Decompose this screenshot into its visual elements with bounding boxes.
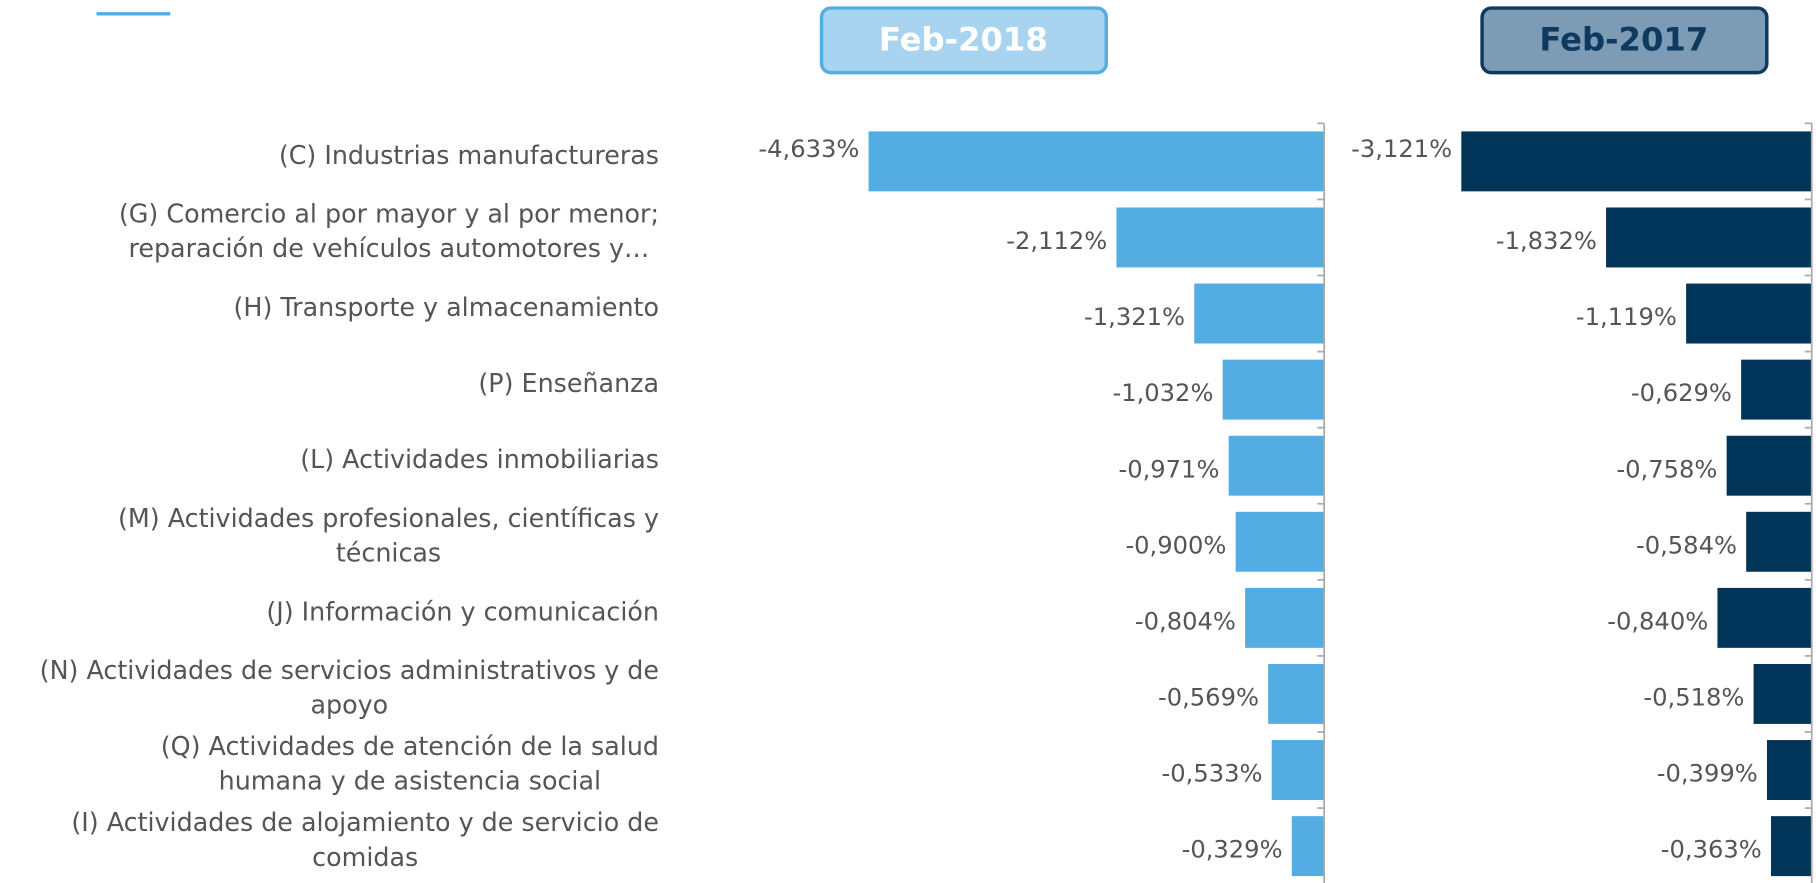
category-label: (M) Actividades profesionales, científic… bbox=[118, 503, 659, 533]
value-label: -0,399% bbox=[1657, 760, 1758, 788]
bar bbox=[1726, 435, 1812, 496]
category-label: (P) Enseñanza bbox=[478, 368, 659, 398]
value-label: -0,518% bbox=[1643, 684, 1744, 712]
value-label: -0,329% bbox=[1182, 836, 1283, 864]
bar bbox=[1222, 359, 1325, 420]
bar bbox=[1686, 283, 1812, 344]
value-label: -1,321% bbox=[1084, 303, 1185, 331]
category-label: (Q) Actividades de atención de la salud bbox=[161, 731, 659, 761]
value-label: -0,804% bbox=[1135, 607, 1236, 635]
category-label: (G) Comercio al por mayor y al por menor… bbox=[119, 199, 659, 229]
category-label: apoyo bbox=[311, 690, 389, 720]
category-label: (C) Industrias manufactureras bbox=[279, 140, 659, 170]
value-label: -0,363% bbox=[1661, 836, 1762, 864]
panel-title: Feb-2017 bbox=[1539, 20, 1708, 58]
bar bbox=[1717, 587, 1812, 648]
value-label: -0,900% bbox=[1125, 531, 1226, 559]
panel-title: Feb-2018 bbox=[879, 20, 1048, 58]
category-label: (J) Información y comunicación bbox=[266, 596, 659, 626]
bar bbox=[1770, 816, 1812, 877]
value-label: -3,121% bbox=[1351, 135, 1452, 163]
bar bbox=[1746, 511, 1812, 572]
category-label: reparación de vehículos automotores y… bbox=[128, 233, 649, 263]
value-label: -0,533% bbox=[1162, 760, 1263, 788]
category-label: comidas bbox=[312, 842, 418, 872]
bar bbox=[1245, 587, 1325, 648]
category-label: (N) Actividades de servicios administrat… bbox=[40, 655, 659, 685]
bar bbox=[1228, 435, 1325, 496]
category-label: técnicas bbox=[336, 537, 441, 567]
value-label: -0,584% bbox=[1636, 531, 1737, 559]
value-label: -0,840% bbox=[1607, 607, 1708, 635]
bar bbox=[1606, 207, 1812, 268]
value-label: -4,633% bbox=[758, 135, 859, 163]
bar bbox=[1271, 740, 1325, 801]
bar bbox=[868, 131, 1325, 192]
value-label: -0,971% bbox=[1118, 455, 1219, 483]
value-label: -0,629% bbox=[1631, 379, 1732, 407]
bar bbox=[1194, 283, 1325, 344]
bar bbox=[1291, 816, 1325, 877]
bar bbox=[1235, 511, 1325, 572]
header-box bbox=[1480, 6, 1769, 75]
bar bbox=[1461, 131, 1812, 192]
value-label: -2,112% bbox=[1006, 227, 1107, 255]
value-label: -0,758% bbox=[1616, 455, 1717, 483]
header-box bbox=[819, 6, 1109, 75]
bar bbox=[1741, 359, 1812, 420]
category-label: (H) Transporte y almacenamiento bbox=[233, 292, 659, 322]
bar bbox=[1268, 663, 1325, 724]
value-label: -1,119% bbox=[1576, 303, 1677, 331]
category-label: (I) Actividades de alojamiento y de serv… bbox=[71, 807, 659, 837]
bar bbox=[1766, 740, 1812, 801]
bar bbox=[1753, 663, 1812, 724]
value-label: -0,569% bbox=[1158, 684, 1259, 712]
bar bbox=[1116, 207, 1325, 268]
category-label: (L) Actividades inmobiliarias bbox=[300, 444, 659, 474]
value-label: -1,032% bbox=[1112, 379, 1213, 407]
value-label: -1,832% bbox=[1496, 227, 1597, 255]
category-label: humana y de asistencia social bbox=[219, 766, 601, 796]
